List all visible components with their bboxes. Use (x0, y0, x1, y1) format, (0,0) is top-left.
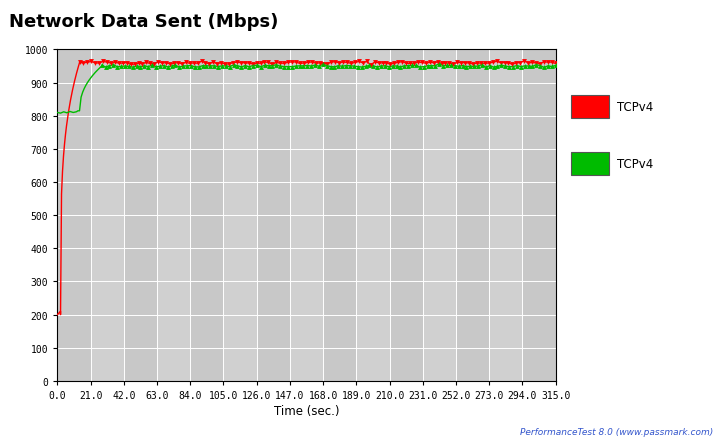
Bar (57, 50, 90, 381)
Bar (290, 50, 323, 381)
Bar (124, 50, 157, 381)
Bar (389, 50, 423, 381)
Bar (257, 50, 290, 381)
Bar (489, 50, 523, 381)
Bar (323, 50, 356, 381)
Text: TCPv4: TCPv4 (617, 158, 654, 171)
Bar (190, 50, 224, 381)
Bar (224, 50, 257, 381)
Bar (523, 50, 556, 381)
Text: Network Data Sent (Mbps): Network Data Sent (Mbps) (9, 13, 278, 31)
Bar (356, 50, 389, 381)
Text: PerformanceTest 8.0 (www.passmark.com): PerformanceTest 8.0 (www.passmark.com) (520, 427, 713, 436)
Bar (90, 50, 124, 381)
X-axis label: Time (sec.): Time (sec.) (274, 404, 339, 417)
Bar (423, 50, 456, 381)
Bar (157, 50, 190, 381)
Text: TCPv4: TCPv4 (617, 101, 654, 114)
Bar (456, 50, 489, 381)
